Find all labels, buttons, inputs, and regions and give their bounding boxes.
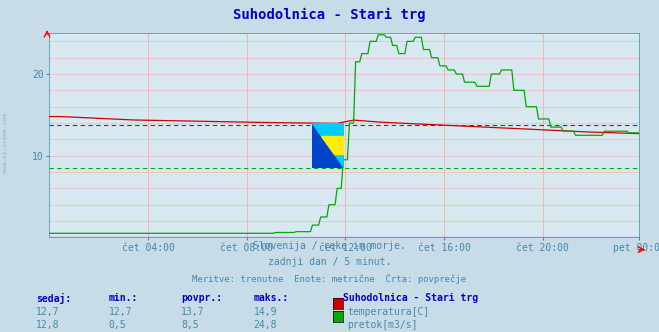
Text: pretok[m3/s]: pretok[m3/s] — [347, 320, 418, 330]
Text: Suhodolnica - Stari trg: Suhodolnica - Stari trg — [343, 293, 478, 303]
Text: 24,8: 24,8 — [254, 320, 277, 330]
Text: Suhodolnica - Stari trg: Suhodolnica - Stari trg — [233, 8, 426, 23]
Text: 13,7: 13,7 — [181, 307, 205, 317]
Polygon shape — [312, 123, 344, 168]
Text: 8,5: 8,5 — [181, 320, 199, 330]
Text: 0,5: 0,5 — [109, 320, 127, 330]
Text: 12,7: 12,7 — [109, 307, 132, 317]
Text: zadnji dan / 5 minut.: zadnji dan / 5 minut. — [268, 257, 391, 267]
Text: 14,9: 14,9 — [254, 307, 277, 317]
Text: povpr.:: povpr.: — [181, 293, 222, 303]
Text: min.:: min.: — [109, 293, 138, 303]
Text: 12,8: 12,8 — [36, 320, 60, 330]
Text: 12,7: 12,7 — [36, 307, 60, 317]
Text: Meritve: trenutne  Enote: metrične  Črta: povprečje: Meritve: trenutne Enote: metrične Črta: … — [192, 274, 467, 285]
Text: Slovenija / reke in morje.: Slovenija / reke in morje. — [253, 241, 406, 251]
Text: temperatura[C]: temperatura[C] — [347, 307, 430, 317]
Polygon shape — [312, 123, 344, 168]
Text: maks.:: maks.: — [254, 293, 289, 303]
Polygon shape — [322, 136, 344, 154]
Text: sedaj:: sedaj: — [36, 293, 71, 304]
Text: www.si-vreme.com: www.si-vreme.com — [3, 113, 8, 173]
